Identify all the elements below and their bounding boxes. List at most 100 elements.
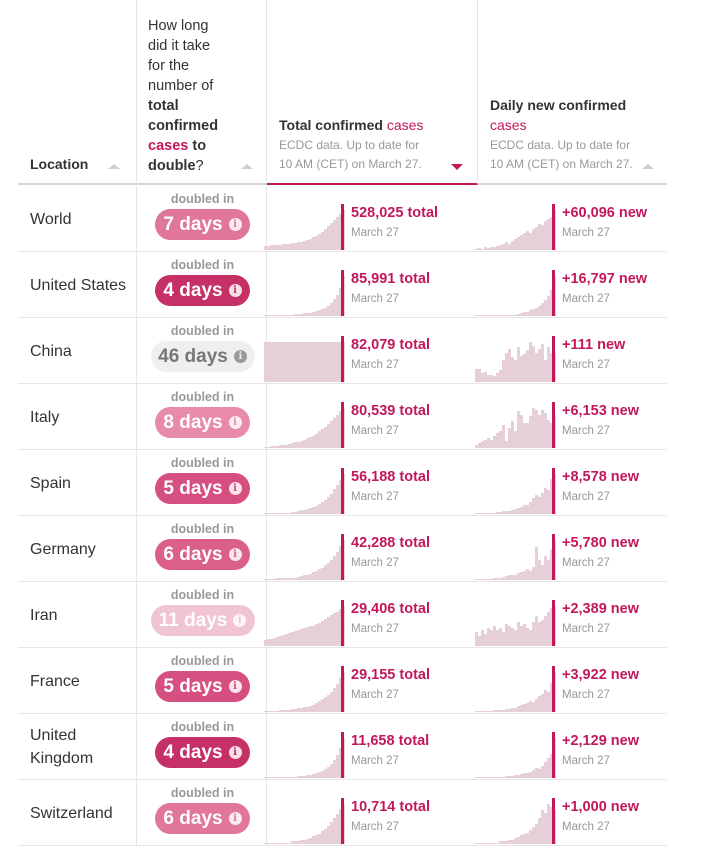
location-column-header[interactable]: Location (18, 0, 136, 185)
spark-bar (312, 237, 315, 250)
spark-bar (294, 442, 297, 448)
spark-bar (496, 843, 499, 844)
spark-bar (324, 500, 327, 514)
table-row[interactable]: Spain doubled in 5 days 56,188 total March 2… (18, 450, 667, 516)
spark-bar (508, 349, 511, 382)
sort-icon[interactable] (642, 164, 654, 169)
doubling-days-badge[interactable]: 6 days (155, 539, 250, 570)
doubling-days-text: 4 days (163, 741, 223, 763)
total-cases-sparkline (264, 798, 350, 844)
spark-bar (267, 639, 270, 646)
spark-bar (288, 342, 291, 382)
spark-bar (309, 838, 312, 844)
spark-bar (327, 497, 330, 514)
table-row[interactable]: France doubled in 5 days 29,155 total March … (18, 648, 667, 714)
spark-bar (481, 579, 484, 580)
spark-bar (264, 315, 267, 316)
spark-bar (511, 315, 514, 316)
doubling-days-badge[interactable]: 5 days (155, 671, 250, 702)
info-icon[interactable] (228, 416, 242, 429)
spark-bar (330, 342, 333, 382)
spark-bar (264, 640, 267, 646)
table-row[interactable]: World doubled in 7 days 528,025 total March … (18, 186, 667, 252)
location-name: Switzerland (30, 804, 113, 822)
spark-bar (499, 512, 502, 514)
table-row[interactable]: United States doubled in 4 days 85,991 tota… (18, 252, 667, 318)
info-icon[interactable] (228, 482, 242, 495)
sort-icon[interactable] (241, 164, 253, 169)
spark-bar (294, 777, 297, 778)
info-icon[interactable] (228, 746, 242, 759)
daily-header-subtitle: ECDC data. Up to date for (490, 138, 631, 152)
spark-bar (306, 240, 309, 250)
spark-bar (321, 699, 324, 712)
spark-bar (505, 441, 508, 448)
doubling-days-badge[interactable]: 11 days (150, 605, 255, 636)
spark-bar (496, 710, 499, 712)
total-cases-sparkline (264, 666, 350, 712)
table-row[interactable]: China doubled in 46 days 82,079 total March … (18, 318, 667, 384)
spark-bar (481, 513, 484, 514)
spark-bar (279, 636, 282, 646)
info-icon[interactable] (228, 218, 242, 231)
spark-current-marker (552, 270, 555, 316)
doubling-days-badge[interactable]: 4 days (155, 275, 250, 306)
spark-bar (285, 843, 288, 844)
spark-bar (321, 232, 324, 250)
spark-bar (532, 229, 535, 250)
doubling-days-badge[interactable]: 5 days (155, 473, 250, 504)
spark-bar (517, 573, 520, 580)
info-icon[interactable] (228, 284, 242, 297)
doubling-days-text: 11 days (158, 609, 228, 631)
spark-bar (514, 775, 517, 778)
doubling-column-header[interactable]: How long did it take for the number of t… (136, 0, 267, 185)
spark-bar (523, 704, 526, 712)
spark-bar (336, 814, 339, 844)
spark-bar (529, 416, 532, 448)
doubling-days-text: 6 days (163, 807, 223, 829)
table-row[interactable]: Iran doubled in 11 days 29,406 total March 2… (18, 582, 667, 648)
spark-bar (514, 315, 517, 316)
info-icon[interactable] (233, 614, 247, 627)
doubling-cell: doubled in 5 days (136, 450, 267, 516)
total-cases-column-header[interactable]: Total confirmed cases ECDC data. Up to d… (267, 0, 478, 185)
doubling-days-badge[interactable]: 6 days (155, 803, 250, 834)
spark-bar (502, 315, 505, 316)
spark-bar (291, 243, 294, 250)
doubling-days-badge[interactable]: 46 days (150, 341, 255, 372)
spark-bar (276, 637, 279, 646)
info-icon[interactable] (228, 680, 242, 693)
table-row[interactable]: Switzerland doubled in 6 days 10,714 total M… (18, 780, 667, 846)
daily-header-title: Daily new confirmed cases (490, 97, 627, 133)
sort-desc-icon[interactable] (451, 164, 463, 170)
table-row[interactable]: Germany doubled in 6 days 42,288 total March… (18, 516, 667, 582)
spark-bar (315, 835, 318, 844)
spark-bar (330, 223, 333, 250)
info-icon[interactable] (233, 350, 247, 363)
doubling-days-badge[interactable]: 4 days (155, 737, 250, 768)
spark-bar (336, 415, 339, 448)
table-row[interactable]: United Kingdom doubled in 4 days 11,658 tot… (18, 714, 667, 780)
spark-bar (285, 513, 288, 514)
doubling-days-badge[interactable]: 7 days (155, 209, 250, 240)
spark-bar (502, 577, 505, 580)
spark-bar (514, 708, 517, 712)
daily-cases-sparkline (475, 666, 561, 712)
spark-bar (318, 431, 321, 448)
sort-icon[interactable] (108, 164, 120, 169)
spark-bar (505, 576, 508, 580)
spark-bar (291, 632, 294, 646)
spark-bar (478, 777, 481, 778)
info-icon[interactable] (228, 812, 242, 825)
spark-bar (478, 636, 481, 646)
spark-current-marker (341, 534, 344, 580)
spark-bar (523, 354, 526, 382)
daily-cases-column-header[interactable]: Daily new confirmed cases ECDC data. Up t… (478, 0, 667, 185)
info-icon[interactable] (228, 548, 242, 561)
spark-bar (282, 244, 285, 250)
spark-bar (514, 575, 517, 580)
table-row[interactable]: Italy doubled in 8 days 80,539 total March 2… (18, 384, 667, 450)
daily-cases-date: March 27 (562, 293, 610, 305)
doubling-days-text: 5 days (163, 675, 223, 697)
doubling-days-badge[interactable]: 8 days (155, 407, 250, 438)
